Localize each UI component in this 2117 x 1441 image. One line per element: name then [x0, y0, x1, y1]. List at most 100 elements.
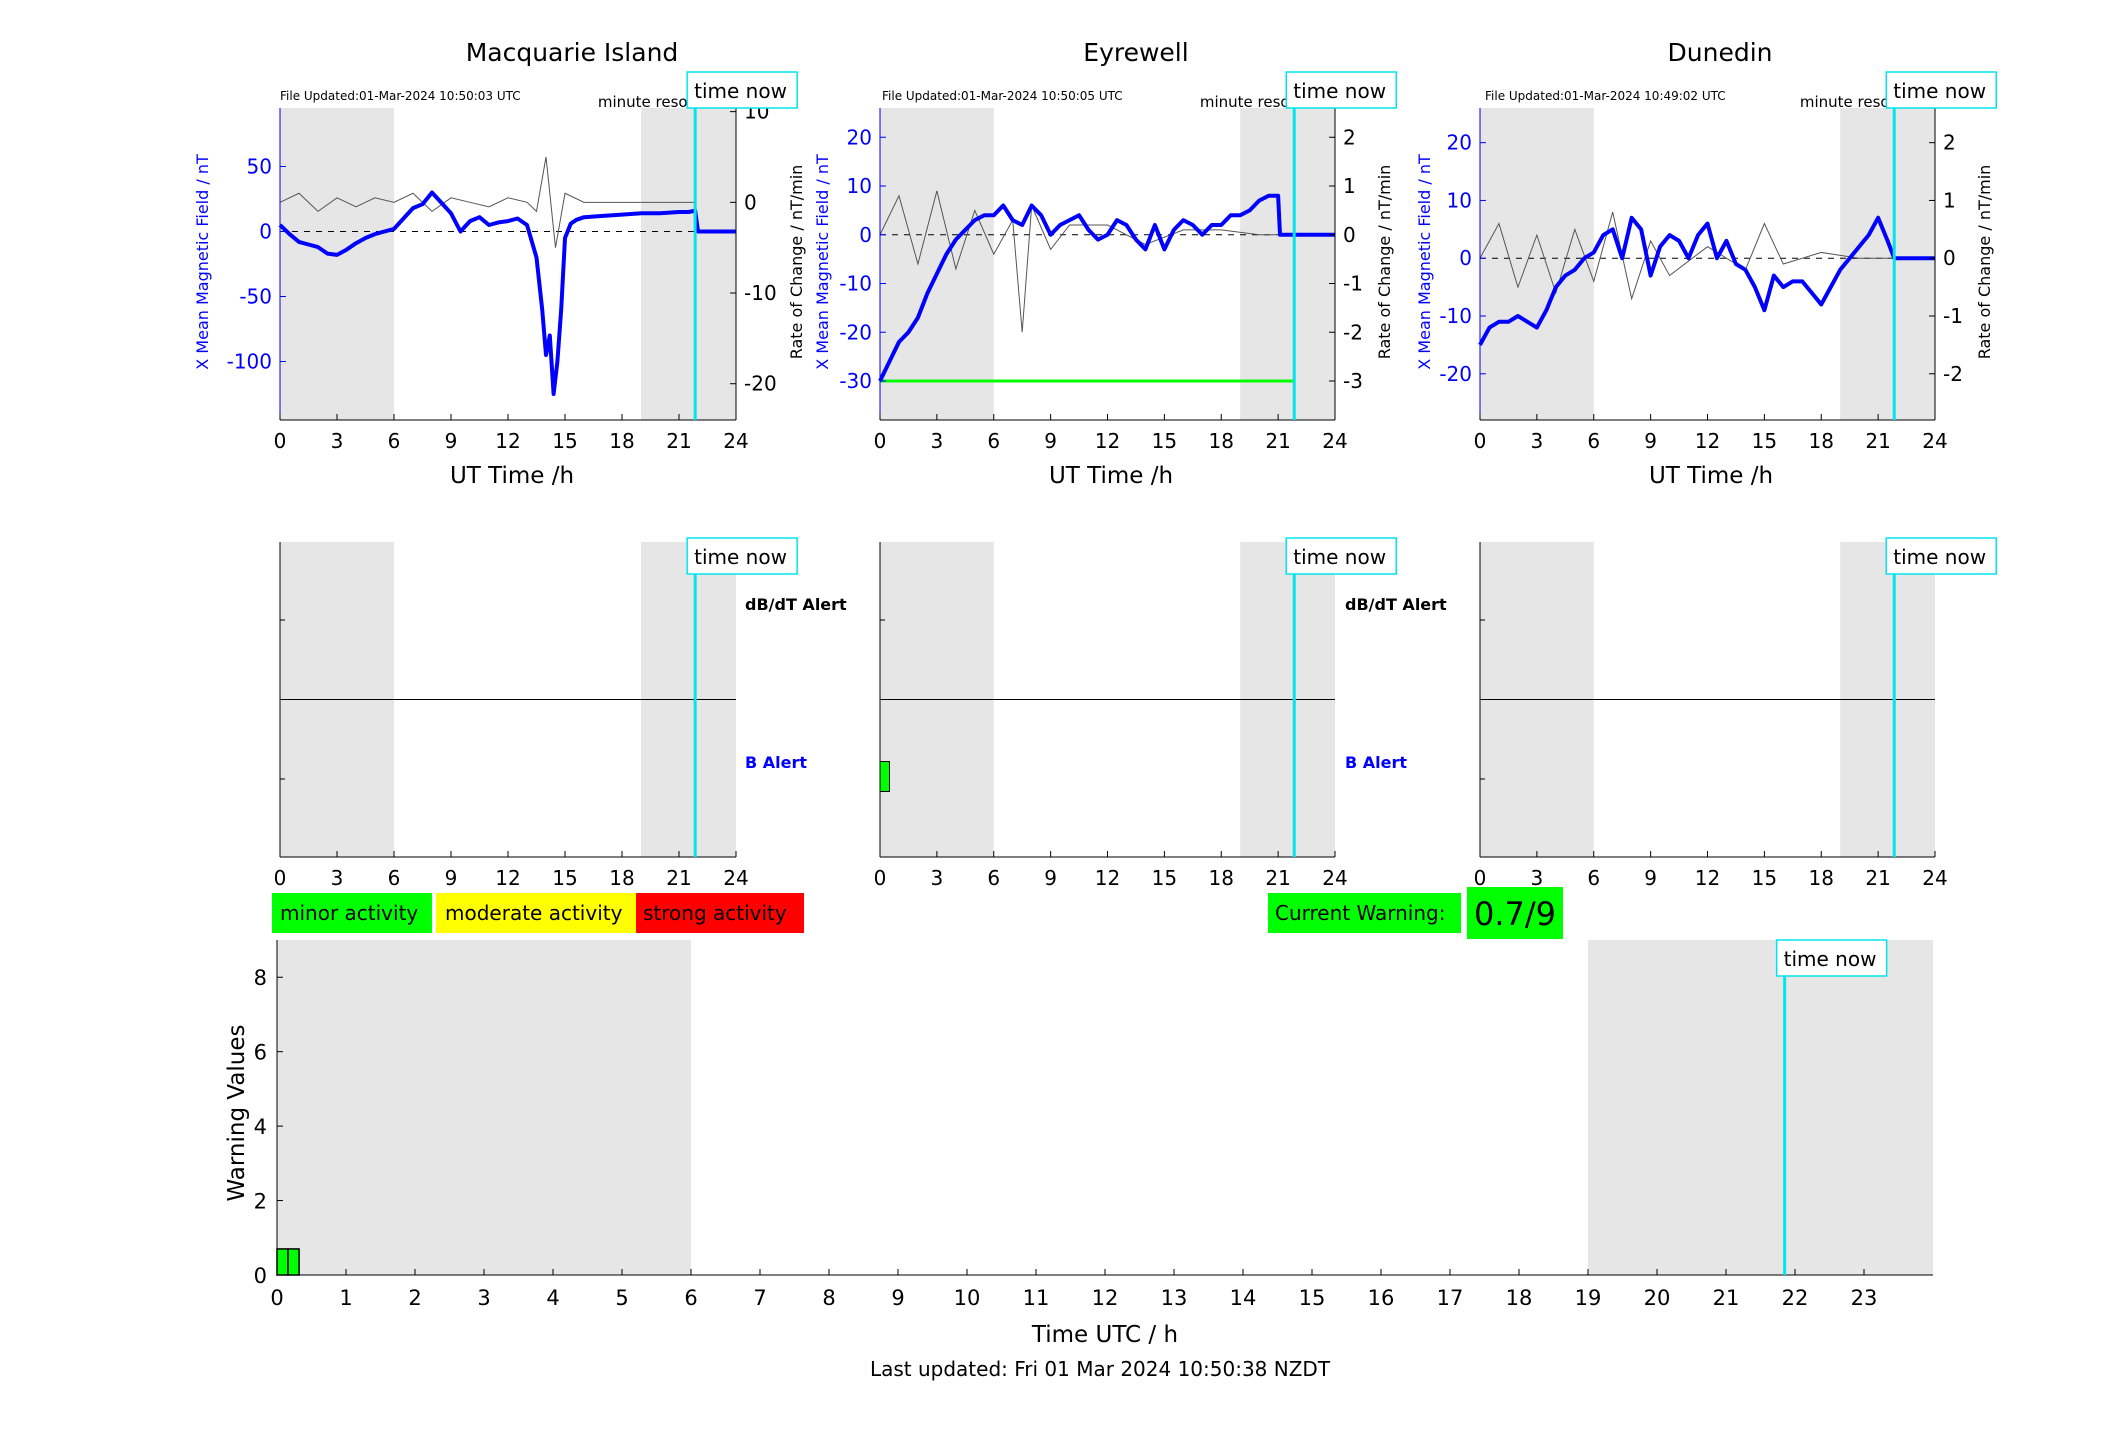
- x-tick-label: 24: [1322, 429, 1347, 453]
- y-tick-label-left: -20: [839, 320, 872, 344]
- alert-x-tick-label: 0: [874, 866, 887, 890]
- x-tick-label: 21: [1865, 429, 1890, 453]
- x-tick-label: 18: [609, 429, 634, 453]
- alert-x-tick-label: 0: [1474, 866, 1487, 890]
- y-tick-label-left: 10: [1447, 188, 1472, 212]
- dbdt-series-line: [879, 190, 1279, 333]
- alert-x-tick-label: 6: [987, 866, 1000, 890]
- time-now-box: [1285, 537, 1397, 575]
- legend-moderate-swatch: [436, 893, 636, 933]
- y-tick-label-left: -10: [1439, 304, 1472, 328]
- x-tick-label: 6: [1587, 429, 1600, 453]
- warning-x-tick-label: 3: [477, 1286, 490, 1310]
- y-tick-label-right: 2: [1943, 131, 1956, 155]
- y-tick-label-left: 50: [247, 155, 272, 179]
- x-tick-label: 3: [331, 429, 344, 453]
- night-shade-band: [280, 108, 394, 420]
- alert-x-tick-label: 9: [1644, 866, 1657, 890]
- warning-x-tick-label: 4: [546, 1286, 559, 1310]
- night-shade-band: [277, 940, 691, 1275]
- warning-bar: [276, 1248, 289, 1276]
- warning-x-tick-label: 18: [1506, 1286, 1533, 1310]
- file-updated-label: File Updated:01-Mar-2024 10:49:02 UTC: [1485, 89, 1726, 103]
- x-tick-label: 18: [1809, 429, 1834, 453]
- warning-x-axis-label: Time UTC / h: [1031, 1322, 1178, 1348]
- alert-x-tick-label: 6: [1587, 866, 1600, 890]
- y-tick-label-right: -2: [1943, 362, 1963, 386]
- warning-x-tick-label: 14: [1230, 1286, 1257, 1310]
- alert-x-tick-label: 21: [666, 866, 691, 890]
- y-axis-label-right: Rate of Change / nT/min: [787, 165, 806, 360]
- alert-x-tick-label: 21: [1865, 866, 1890, 890]
- y-tick-label-right: 0: [1943, 246, 1956, 270]
- warning-x-tick-label: 22: [1782, 1286, 1809, 1310]
- dbdt-series-line: [1479, 211, 1895, 301]
- warning-x-tick-label: 5: [615, 1286, 628, 1310]
- y-tick-label-right: 1: [1943, 188, 1956, 212]
- alert-x-tick-label: 18: [609, 866, 634, 890]
- warning-x-tick-label: 23: [1851, 1286, 1878, 1310]
- y-tick-label-left: 0: [1459, 246, 1472, 270]
- warning-x-tick-label: 20: [1644, 1286, 1671, 1310]
- legend-strong-label: strong activity: [643, 901, 787, 925]
- x-tick-label: 12: [1695, 429, 1720, 453]
- warning-x-tick-label: 16: [1368, 1286, 1395, 1310]
- y-axis-label-left: X Mean Magnetic Field / nT: [193, 154, 212, 370]
- b-alert-label: B Alert: [745, 753, 807, 772]
- alert-x-tick-label: 24: [1322, 866, 1347, 890]
- x-tick-label: 0: [1474, 429, 1487, 453]
- warning-x-tick-label: 13: [1161, 1286, 1188, 1310]
- y-tick-label-left: 20: [1447, 131, 1472, 155]
- y-tick-label-left: -100: [227, 350, 272, 374]
- y-tick-label-right: -20: [744, 372, 777, 396]
- warning-x-tick-label: 11: [1023, 1286, 1050, 1310]
- warning-x-tick-label: 10: [954, 1286, 981, 1310]
- y-tick-label-left: 0: [859, 223, 872, 247]
- warning-x-tick-label: 17: [1437, 1286, 1464, 1310]
- x-tick-label: 9: [445, 429, 458, 453]
- warning-y-tick-label: 2: [254, 1190, 267, 1214]
- y-tick-label-left: 20: [847, 125, 872, 149]
- alert-x-tick-label: 15: [1152, 866, 1177, 890]
- alert-x-tick-label: 12: [1095, 866, 1120, 890]
- file-updated-label: File Updated:01-Mar-2024 10:50:05 UTC: [882, 89, 1123, 103]
- station-panel-eyrewell: Eyrewell File Updated:01-Mar-2024 10:50:…: [813, 38, 1394, 489]
- night-shade-band: [1480, 108, 1594, 420]
- station-title: Macquarie Island: [466, 38, 679, 67]
- alert-x-tick-label: 0: [274, 866, 287, 890]
- x-tick-label: 0: [274, 429, 287, 453]
- x-tick-label: 6: [388, 429, 401, 453]
- time-now-box: [1775, 939, 1888, 977]
- time-now-label: time now: [1784, 947, 1877, 971]
- warning-x-tick-label: 8: [822, 1286, 835, 1310]
- alert-x-tick-label: 24: [723, 866, 748, 890]
- x-tick-label: 24: [1922, 429, 1947, 453]
- b-field-series-line: [878, 193, 1335, 382]
- alert-x-tick-label: 12: [495, 866, 520, 890]
- warning-x-tick-label: 2: [408, 1286, 421, 1310]
- x-tick-label: 18: [1209, 429, 1234, 453]
- time-now-label: time now: [694, 545, 787, 569]
- dbdt-series-line: [279, 156, 696, 248]
- alert-x-tick-label: 15: [1752, 866, 1777, 890]
- night-shade-band: [1840, 108, 1935, 420]
- legend-minor-swatch: [272, 893, 432, 933]
- alert-x-tick-label: 18: [1209, 866, 1234, 890]
- night-shade-band: [1240, 108, 1335, 420]
- x-tick-label: 12: [495, 429, 520, 453]
- y-tick-label-left: 0: [259, 220, 272, 244]
- alert-x-tick-label: 12: [1695, 866, 1720, 890]
- y-tick-label-left: -10: [839, 272, 872, 296]
- y-axis-label-right: Rate of Change / nT/min: [1375, 165, 1394, 360]
- x-axis-label: UT Time /h: [1049, 463, 1173, 489]
- warning-bar: [287, 1248, 300, 1276]
- y-axis-label-left: X Mean Magnetic Field / nT: [1415, 154, 1434, 370]
- y-tick-label-right: 1: [1343, 174, 1356, 198]
- y-tick-label-right: 0: [1343, 223, 1356, 247]
- warning-y-axis-label: Warning Values: [224, 1024, 250, 1201]
- y-tick-label-right: -1: [1943, 304, 1963, 328]
- warning-x-tick-label: 7: [753, 1286, 766, 1310]
- last-updated-footer: Last updated: Fri 01 Mar 2024 10:50:38 N…: [870, 1357, 1331, 1381]
